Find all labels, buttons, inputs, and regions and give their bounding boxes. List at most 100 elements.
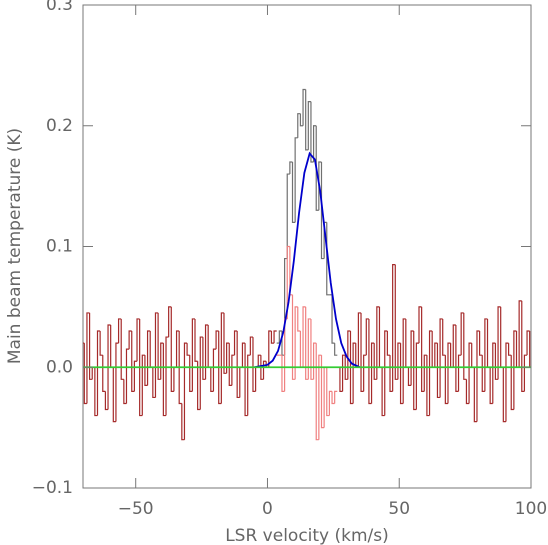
spectrum-channel <box>373 343 377 380</box>
spectrum-channel <box>476 330 480 422</box>
spectrum-channel <box>307 101 311 150</box>
y-tick-label: 0.0 <box>46 357 73 377</box>
spectrum-channel <box>181 403 185 441</box>
fit-curve <box>254 151 361 369</box>
spectrum-channel <box>110 324 114 368</box>
x-tick-label: 50 <box>388 499 410 519</box>
spectrum-channel <box>479 331 483 356</box>
spectrum-channel <box>273 330 277 344</box>
spectrum-channel <box>223 312 227 374</box>
spectrum-channel <box>365 318 369 356</box>
spectrum-channel <box>302 306 306 368</box>
spectrum-channel <box>297 113 301 138</box>
spectrum-channel <box>500 306 504 368</box>
spectrum-channel <box>378 306 383 368</box>
spectrum-channel <box>352 342 356 404</box>
y-tick-label: 0.2 <box>46 116 73 136</box>
spectrum-channel <box>141 354 145 416</box>
spectrum-channel <box>83 343 87 405</box>
spectrum-channel <box>152 367 156 399</box>
x-tick-label: 100 <box>515 499 547 519</box>
spectrum-channel <box>360 312 364 392</box>
spectrum-channel <box>442 318 446 356</box>
spectrum-channel <box>334 390 338 404</box>
spectrum-channel <box>257 354 261 368</box>
spectrum-channel <box>363 354 367 392</box>
spectrum-channel <box>149 331 153 368</box>
spectrum-channel <box>299 113 304 127</box>
spectrum-channel <box>241 342 246 368</box>
spectrum-channel <box>99 331 103 356</box>
spectrum-channel <box>117 318 122 344</box>
spectrum-channel <box>199 336 203 410</box>
spectrum-channel <box>447 342 451 404</box>
spectrum-channel <box>357 312 362 368</box>
spectrum-channel <box>347 330 351 380</box>
spectrum-channel <box>521 300 525 392</box>
x-tick-label: 0 <box>262 499 273 519</box>
spectrum-channel <box>220 312 224 404</box>
spectrum-channel <box>318 161 322 211</box>
spectrum-channel <box>452 324 456 368</box>
spectrum-channel <box>173 366 177 392</box>
spectrum-channel <box>344 355 348 380</box>
spectrum-channel <box>86 312 90 404</box>
spectrum-channel <box>207 324 211 368</box>
spectrum-channel <box>384 330 388 416</box>
spectrum-channel <box>518 300 522 368</box>
spectrum-channel <box>268 330 272 368</box>
x-axis-label: LSR velocity (km/s) <box>225 526 389 545</box>
spectrum-channel <box>102 355 106 392</box>
spectrum-channel <box>331 391 335 405</box>
spectrum-channel <box>328 390 333 416</box>
spectrum-channel <box>494 343 499 380</box>
spectrum-channel <box>489 367 493 405</box>
spectrum-channel <box>131 331 135 392</box>
spectrum-channel <box>392 264 396 392</box>
spectrum-channel <box>104 391 109 411</box>
spectrum-channel <box>468 342 472 404</box>
plot-area <box>83 88 531 441</box>
spectrum-channel <box>249 336 253 356</box>
spectrum-channel <box>428 330 433 416</box>
spectrum-channel <box>318 354 322 440</box>
spectrum-channel <box>455 324 459 392</box>
spectrum-channel <box>418 306 422 344</box>
y-tick-label: 0.1 <box>46 237 73 257</box>
spectrum-channel <box>320 355 325 429</box>
spectrum-channel <box>297 306 301 332</box>
spectrum-channel <box>112 367 116 423</box>
spectrum-channel <box>157 312 161 380</box>
spectrum-channel <box>399 343 404 405</box>
x-tick-label: −50 <box>118 499 154 519</box>
spectrum-channel <box>415 342 419 410</box>
spectrum-channel <box>492 342 496 404</box>
spectrum-channel <box>439 318 443 398</box>
spectrum-channel <box>320 161 325 260</box>
y-tick-label: −0.1 <box>32 478 73 498</box>
spectrum-channel <box>286 245 290 319</box>
spectrum-channel <box>197 361 201 411</box>
spectrum-channel <box>270 331 275 344</box>
spectrum-channel <box>302 88 306 126</box>
spectrum-channel <box>215 330 219 350</box>
spectrum-channel <box>502 367 506 423</box>
spectrum-channel <box>278 330 282 344</box>
spectrum-channel <box>228 343 232 386</box>
spectrum-channel <box>178 331 182 405</box>
spectrum-channel <box>284 318 288 392</box>
spectrum-channel <box>413 331 417 411</box>
spectrum-channel <box>463 312 467 380</box>
spectrum-channel <box>381 367 385 417</box>
spectrum-channel <box>510 355 514 411</box>
spectrum-channel <box>294 137 298 223</box>
spectrum-channel <box>473 367 477 423</box>
spectrum-channel <box>513 330 517 410</box>
spectrum-channel <box>168 306 172 338</box>
plot-frame <box>82 4 532 489</box>
spectrum-channel <box>231 354 235 386</box>
spectrum-channel <box>125 348 130 404</box>
spectrum-channel <box>497 306 501 380</box>
spectrum-channel <box>426 355 430 417</box>
spectrum-channel <box>170 306 174 392</box>
